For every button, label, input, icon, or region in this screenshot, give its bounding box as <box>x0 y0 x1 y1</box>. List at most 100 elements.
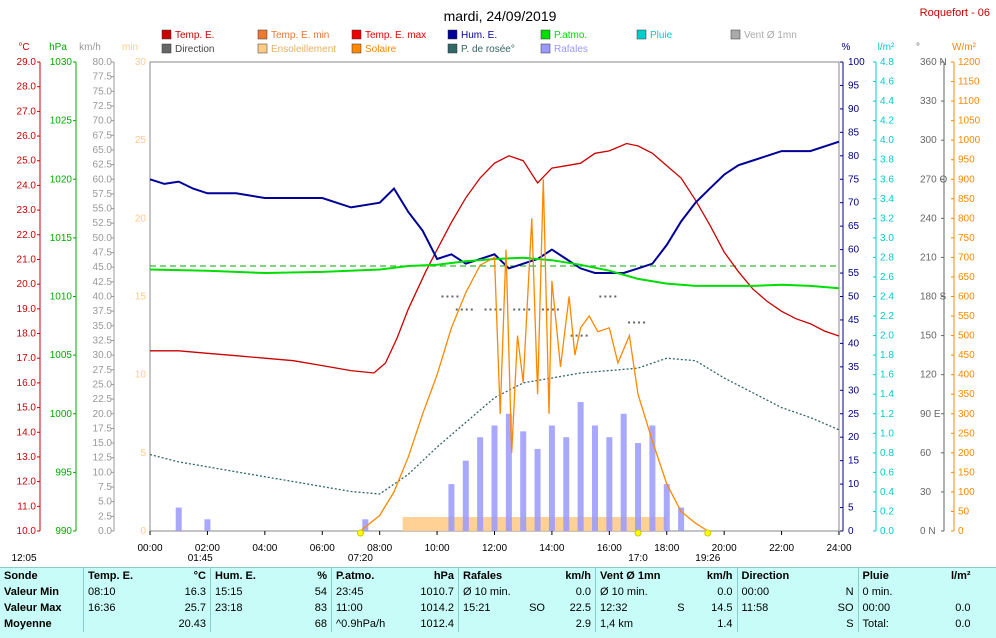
stats-cell: 11:58 <box>736 600 828 616</box>
axis-unit-temp: °C <box>18 42 29 53</box>
tick-label-dir: 0 N <box>920 526 936 537</box>
tick-label-hum: 0 <box>848 526 854 537</box>
tick-label-rain: 1.4 <box>880 389 894 400</box>
stats-row-label: Valeur Min <box>4 586 60 598</box>
tick-label-hum: 30 <box>848 385 860 396</box>
x-tick-label: 18:00 <box>654 543 679 554</box>
legend-swatch <box>257 43 268 54</box>
tick-label-temp: 22.0 <box>17 230 37 241</box>
tick-label-wind: 77.5 <box>93 72 113 83</box>
tick-label-temp: 16.0 <box>17 378 37 389</box>
axis-unit-solar: W/m² <box>952 42 977 53</box>
tick-label-hum: 55 <box>848 268 860 279</box>
tick-label-solar: 700 <box>958 252 975 263</box>
legend-swatch <box>351 29 362 40</box>
stats-header-hum: Hum. E. <box>210 568 279 584</box>
stats-table: Sonde Temp. E. °C Hum. E. % P.atmo. hPa … <box>0 568 975 632</box>
gust-bar <box>635 443 642 531</box>
tick-label-min: 5 <box>140 448 146 459</box>
gust-bar <box>591 425 598 531</box>
stats-cell: S <box>677 602 685 614</box>
tick-label-hum: 65 <box>848 221 860 232</box>
stats-cell <box>665 584 689 600</box>
tick-label-hum: 80 <box>848 151 860 162</box>
stats-header-pluie-unit: l/m² <box>950 570 971 582</box>
gust-bar <box>620 413 627 531</box>
tick-label-hum: 60 <box>848 245 860 256</box>
tick-label-dir: 210 <box>920 252 937 263</box>
stats-cell: 23:18 <box>210 600 279 616</box>
tick-label-temp: 15.0 <box>17 403 37 414</box>
tick-label-wind: 65.0 <box>93 145 113 156</box>
tick-label-press: 1020 <box>50 174 73 185</box>
x-tick-label: 20:00 <box>712 543 737 554</box>
tick-label-hum: 15 <box>848 456 860 467</box>
sun-marker <box>634 529 642 537</box>
tick-label-temp: 28.0 <box>17 82 37 93</box>
tick-label-min: 30 <box>135 57 147 68</box>
gust-bar <box>520 431 527 531</box>
axis-unit-dir: ° <box>916 42 920 53</box>
stats-row-label: Valeur Max <box>4 602 62 614</box>
tick-label-temp: 10.0 <box>17 526 37 537</box>
tick-label-rain: 0.2 <box>880 506 894 517</box>
stats-cell: Total: <box>857 616 927 632</box>
tick-label-hum: 50 <box>848 292 860 303</box>
tick-label-hum: 25 <box>848 409 860 420</box>
tick-label-rain: 4.8 <box>880 57 894 68</box>
tick-label-hum: 90 <box>848 104 860 115</box>
stats-cell: 16:36 <box>83 600 152 616</box>
tick-label-dir: 30 <box>920 487 932 498</box>
stats-cell <box>665 616 689 632</box>
tick-label-wind: 35.0 <box>93 321 113 332</box>
tick-label-temp: 14.0 <box>17 427 37 438</box>
tick-label-press: 1030 <box>50 57 73 68</box>
tick-label-wind: 25.0 <box>93 379 113 390</box>
legend-swatch <box>161 43 172 54</box>
tick-label-rain: 4.4 <box>880 96 894 107</box>
tick-label-temp: 17.0 <box>17 353 37 364</box>
axis-unit-rain: l/m² <box>878 42 895 53</box>
tick-label-wind: 45.0 <box>93 262 113 273</box>
tick-label-solar: 550 <box>958 311 975 322</box>
tick-label-min: 0 <box>140 526 146 537</box>
stats-cell <box>210 616 279 632</box>
tick-label-temp: 18.0 <box>17 329 37 340</box>
stats-cell: 0.0 <box>955 618 971 630</box>
stats-cell: 08:10 <box>83 584 152 600</box>
tick-label-wind: 37.5 <box>93 306 113 317</box>
tick-label-dir: 360 N <box>920 57 947 68</box>
stats-header-pluie: Pluie <box>857 568 927 584</box>
tick-label-solar: 0 <box>958 526 964 537</box>
tick-label-hum: 75 <box>848 174 860 185</box>
tick-label-press: 1010 <box>50 292 73 303</box>
tick-label-solar: 1050 <box>958 116 981 127</box>
sun-mark-label: 12:05 <box>11 553 36 564</box>
tick-label-hum: 100 <box>848 57 865 68</box>
tick-label-hum: 20 <box>848 432 860 443</box>
series-line <box>150 142 840 374</box>
gust-bar <box>678 507 685 531</box>
gust-bar <box>491 425 498 531</box>
stats-header-patmo-unit: hPa <box>433 570 454 582</box>
tick-label-temp: 21.0 <box>17 254 37 265</box>
stats-cell: 00:00 <box>857 600 927 616</box>
tick-label-dir: 240 <box>920 213 937 224</box>
stats-cell: 0 min. <box>857 584 927 600</box>
stats-cell: 2.9 <box>575 618 591 630</box>
tick-label-solar: 300 <box>958 409 975 420</box>
stats-cell: 1.4 <box>717 618 733 630</box>
tick-label-hum: 45 <box>848 315 860 326</box>
stats-cell <box>519 584 549 600</box>
stats-header-patmo: P.atmo. <box>331 568 402 584</box>
tick-label-press: 1000 <box>50 409 73 420</box>
tick-label-rain: 4.2 <box>880 116 894 127</box>
tick-label-wind: 75.0 <box>93 86 113 97</box>
tick-label-temp: 13.0 <box>17 452 37 463</box>
stats-cell <box>736 616 828 632</box>
series-line <box>359 179 709 532</box>
tick-label-rain: 0.8 <box>880 448 894 459</box>
sunshine-bar <box>551 517 595 531</box>
tick-label-rain: 0.4 <box>880 487 894 498</box>
sunshine-bar <box>594 517 667 531</box>
